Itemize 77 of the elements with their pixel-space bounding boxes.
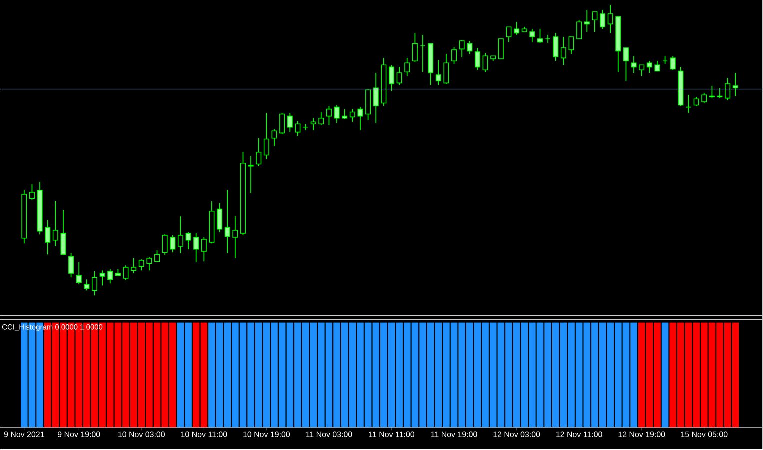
candlestick (178, 216, 184, 254)
candlestick (702, 92, 708, 104)
candlestick (280, 112, 286, 136)
candlestick (76, 262, 82, 286)
candlestick (194, 233, 200, 264)
candlestick (404, 58, 410, 77)
candlestick (350, 109, 356, 123)
candlestick (639, 64, 645, 77)
candlestick (334, 105, 340, 124)
candlestick (686, 94, 692, 114)
candlestick (201, 237, 207, 262)
candlestick (608, 4, 614, 34)
candlestick (474, 48, 480, 71)
candlestick (60, 210, 66, 256)
candlestick (232, 216, 238, 260)
candlestick (694, 96, 700, 107)
candlestick (584, 10, 590, 33)
candlestick (670, 56, 676, 71)
candlestick (248, 156, 254, 194)
candlestick (310, 118, 316, 131)
candlestick (538, 28, 543, 44)
candlestick (123, 265, 129, 282)
candlestick (436, 60, 442, 86)
candlestick (459, 40, 465, 58)
candlestick (592, 12, 598, 33)
candlestick (373, 72, 379, 124)
candlestick (138, 259, 144, 272)
candlestick (318, 112, 324, 126)
candlestick (146, 257, 152, 272)
candlestick (389, 64, 394, 92)
candlestick (396, 66, 402, 86)
candlestick (100, 270, 106, 286)
candlestick (452, 46, 458, 65)
candlestick (709, 86, 715, 99)
candlestick (646, 60, 652, 74)
candlestick (553, 32, 559, 62)
candlestick (295, 121, 301, 138)
candlestick (623, 48, 629, 82)
candlestick (654, 60, 660, 72)
candlestick (162, 234, 168, 256)
candlestick (52, 201, 58, 248)
candlestick (186, 232, 192, 250)
candlestick (131, 258, 137, 274)
candlestick (287, 112, 293, 133)
candlestick (256, 138, 262, 167)
candlestick (600, 10, 606, 30)
candlestick (568, 36, 574, 55)
candlestick (342, 109, 348, 120)
candlestick (482, 53, 488, 73)
candlestick (444, 54, 450, 85)
candlestick (420, 34, 426, 73)
candlestick (732, 72, 738, 97)
candlestick (108, 269, 114, 284)
candlestick (272, 129, 278, 147)
candlestick (498, 38, 504, 60)
candlestick (358, 107, 364, 131)
candlestick (326, 106, 332, 126)
candlestick (725, 78, 731, 102)
candlestick (506, 26, 512, 43)
candlestick (170, 235, 176, 254)
candlestick (224, 190, 230, 254)
candlestick (29, 184, 35, 201)
candlestick (217, 203, 223, 234)
candlestick (45, 220, 51, 256)
candlestick (412, 32, 418, 63)
candlestick (467, 40, 473, 55)
candlestick (68, 253, 74, 278)
candlestick (631, 56, 637, 74)
candlestick (514, 22, 520, 36)
candlestick (545, 34, 551, 44)
candlestick (264, 112, 270, 160)
candlestick (84, 279, 90, 292)
candlestick (560, 36, 566, 66)
candlestick (154, 250, 160, 264)
candlestick (576, 20, 582, 40)
candlestick (530, 28, 536, 43)
candlestick (92, 271, 98, 296)
